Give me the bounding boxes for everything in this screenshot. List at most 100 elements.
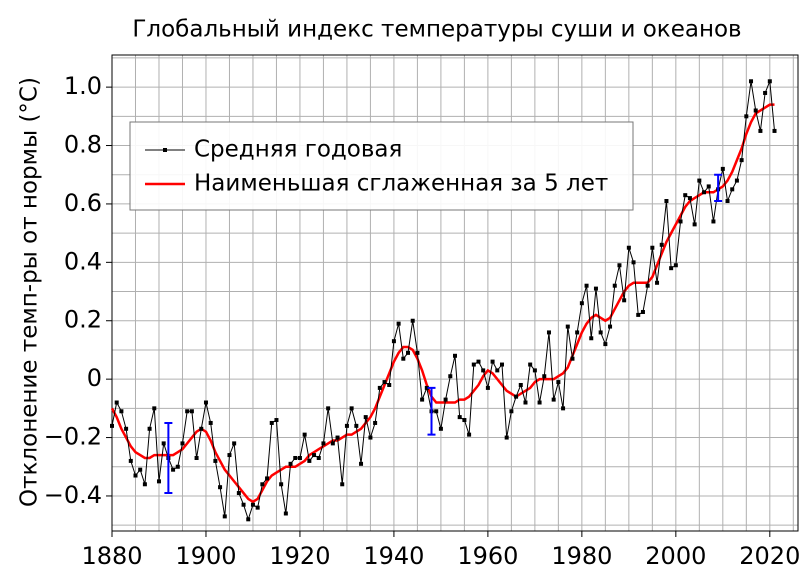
- point: [499, 362, 504, 367]
- point: [561, 406, 566, 411]
- point: [683, 193, 688, 198]
- point: [265, 476, 270, 481]
- point: [640, 309, 645, 314]
- point: [584, 283, 589, 288]
- point: [631, 260, 636, 265]
- point: [128, 458, 133, 463]
- point: [650, 245, 655, 250]
- point: [260, 482, 265, 487]
- point: [203, 400, 208, 405]
- y-tick-label: 1.0: [64, 72, 102, 100]
- point: [171, 467, 176, 472]
- y-tick-label: 0.6: [64, 189, 102, 217]
- legend: Средняя годовая Наименьшая сглаженная за …: [129, 121, 634, 211]
- point: [246, 517, 251, 522]
- point: [236, 491, 241, 496]
- point: [481, 368, 486, 373]
- point: [213, 458, 218, 463]
- point: [622, 298, 627, 303]
- point: [448, 374, 453, 379]
- legend-label: Средняя годовая: [194, 137, 402, 163]
- point: [542, 374, 547, 379]
- point: [546, 330, 551, 335]
- point: [359, 461, 364, 466]
- point: [687, 196, 692, 201]
- point: [626, 245, 631, 250]
- point: [608, 324, 613, 329]
- x-tick-label: 2020: [739, 542, 800, 570]
- x-tick-label: 1880: [81, 542, 142, 570]
- point: [288, 461, 293, 466]
- point: [711, 219, 716, 224]
- point: [199, 426, 204, 431]
- point: [293, 455, 298, 460]
- y-tick-label: 0.8: [64, 131, 102, 159]
- point: [269, 420, 274, 425]
- x-tick-label: 2000: [645, 542, 706, 570]
- point: [655, 280, 660, 285]
- point: [617, 263, 622, 268]
- point: [669, 266, 674, 271]
- point: [189, 409, 194, 414]
- legend-box: [129, 121, 634, 211]
- point: [730, 187, 735, 192]
- point: [208, 420, 213, 425]
- x-tick-label: 1960: [457, 542, 518, 570]
- y-axis-label: Отклонение темп-ры от нормы (°C): [17, 77, 43, 507]
- point: [307, 458, 312, 463]
- point: [556, 380, 561, 385]
- point: [509, 409, 514, 414]
- point: [593, 286, 598, 291]
- point: [340, 482, 345, 487]
- point: [659, 242, 664, 247]
- point: [645, 283, 650, 288]
- point: [495, 368, 500, 373]
- point: [758, 128, 763, 133]
- point: [283, 511, 288, 516]
- point: [391, 339, 396, 344]
- point: [326, 406, 331, 411]
- point: [467, 432, 472, 437]
- point: [110, 423, 114, 428]
- point: [767, 79, 772, 84]
- point: [354, 423, 359, 428]
- point: [274, 418, 279, 423]
- point: [232, 441, 237, 446]
- point: [302, 432, 307, 437]
- point: [673, 263, 678, 268]
- point: [119, 409, 124, 414]
- point: [363, 415, 368, 420]
- point: [279, 482, 284, 487]
- point: [443, 397, 448, 402]
- point: [504, 435, 509, 440]
- point: [161, 441, 166, 446]
- point: [434, 409, 439, 414]
- point: [415, 350, 420, 355]
- point: [420, 397, 425, 402]
- point: [387, 382, 392, 387]
- point: [138, 467, 143, 472]
- point: [603, 342, 608, 347]
- point: [227, 453, 232, 458]
- point: [142, 482, 147, 487]
- point: [706, 184, 711, 189]
- point: [532, 368, 537, 373]
- point: [598, 330, 603, 335]
- point: [739, 158, 744, 163]
- point: [297, 455, 302, 460]
- point: [410, 318, 415, 323]
- point: [152, 406, 157, 411]
- x-tick-label: 1940: [363, 542, 424, 570]
- point: [344, 423, 349, 428]
- point: [612, 283, 617, 288]
- point: [678, 219, 683, 224]
- annual-line: [111, 81, 776, 521]
- y-tick-label: −0.4: [44, 481, 102, 509]
- point: [147, 426, 152, 431]
- point: [124, 426, 129, 431]
- point: [565, 324, 570, 329]
- point: [514, 394, 519, 399]
- y-tick-label: 0.4: [64, 247, 102, 275]
- point: [528, 362, 533, 367]
